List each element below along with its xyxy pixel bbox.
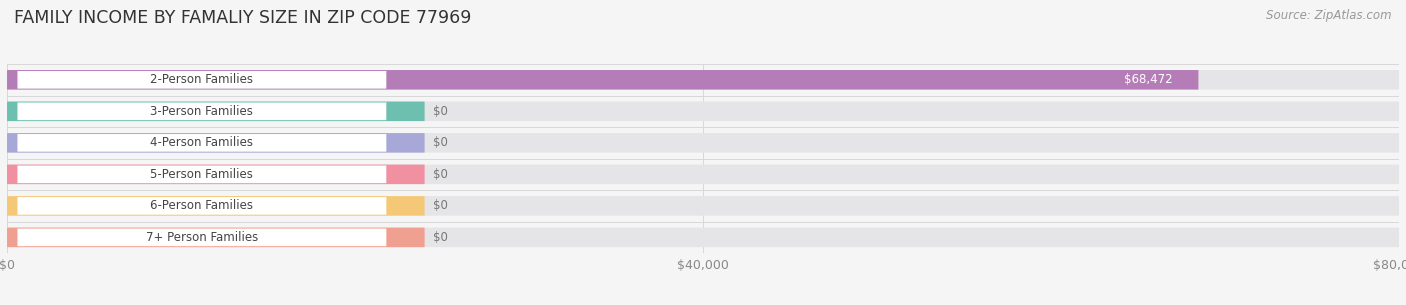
FancyBboxPatch shape bbox=[17, 228, 387, 246]
FancyBboxPatch shape bbox=[7, 196, 1399, 216]
Text: $0: $0 bbox=[433, 199, 449, 212]
Text: 2-Person Families: 2-Person Families bbox=[150, 73, 253, 86]
Text: $0: $0 bbox=[433, 168, 449, 181]
FancyBboxPatch shape bbox=[17, 71, 387, 89]
FancyBboxPatch shape bbox=[7, 70, 1198, 90]
Text: 6-Person Families: 6-Person Families bbox=[150, 199, 253, 212]
FancyBboxPatch shape bbox=[17, 134, 387, 152]
Text: $68,472: $68,472 bbox=[1123, 73, 1173, 86]
FancyBboxPatch shape bbox=[7, 102, 425, 121]
Text: $0: $0 bbox=[433, 231, 449, 244]
Text: Source: ZipAtlas.com: Source: ZipAtlas.com bbox=[1267, 9, 1392, 22]
Text: $0: $0 bbox=[433, 105, 449, 118]
Text: 4-Person Families: 4-Person Families bbox=[150, 136, 253, 149]
FancyBboxPatch shape bbox=[7, 133, 1399, 152]
Text: 7+ Person Families: 7+ Person Families bbox=[146, 231, 259, 244]
Text: FAMILY INCOME BY FAMALIY SIZE IN ZIP CODE 77969: FAMILY INCOME BY FAMALIY SIZE IN ZIP COD… bbox=[14, 9, 471, 27]
FancyBboxPatch shape bbox=[7, 228, 425, 247]
FancyBboxPatch shape bbox=[17, 166, 387, 183]
FancyBboxPatch shape bbox=[7, 228, 1399, 247]
FancyBboxPatch shape bbox=[7, 133, 425, 152]
FancyBboxPatch shape bbox=[7, 102, 1399, 121]
FancyBboxPatch shape bbox=[7, 165, 425, 184]
FancyBboxPatch shape bbox=[7, 165, 1399, 184]
Text: 5-Person Families: 5-Person Families bbox=[150, 168, 253, 181]
FancyBboxPatch shape bbox=[17, 197, 387, 215]
Text: $0: $0 bbox=[433, 136, 449, 149]
FancyBboxPatch shape bbox=[7, 70, 1399, 90]
FancyBboxPatch shape bbox=[17, 102, 387, 120]
Text: 3-Person Families: 3-Person Families bbox=[150, 105, 253, 118]
FancyBboxPatch shape bbox=[7, 196, 425, 216]
